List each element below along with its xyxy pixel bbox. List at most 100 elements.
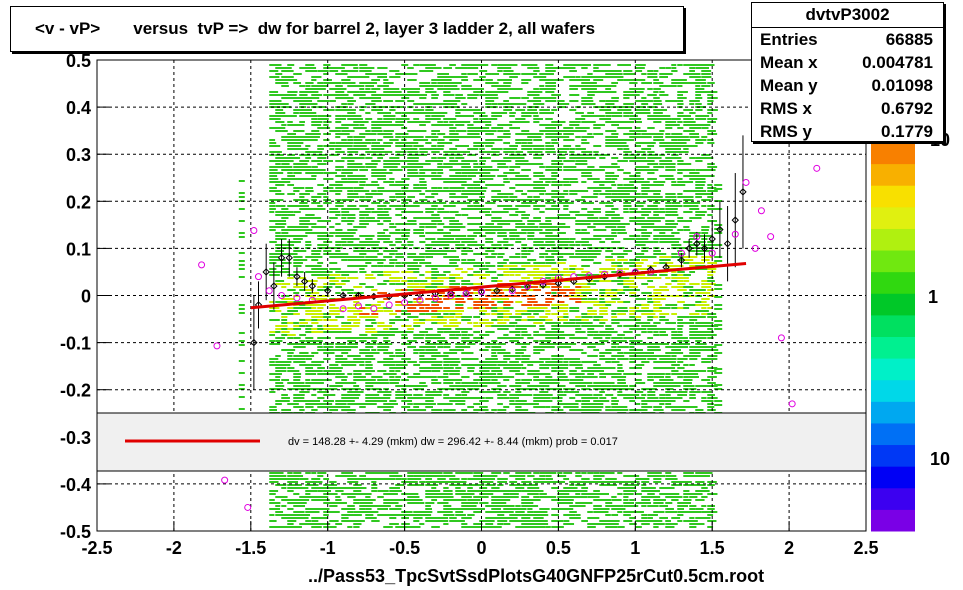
density-cell (545, 397, 551, 399)
density-cell (275, 283, 282, 285)
density-cell (665, 358, 675, 360)
density-cell (677, 127, 684, 129)
density-cell (389, 367, 400, 369)
density-cell (569, 130, 577, 132)
density-cell (641, 142, 650, 144)
density-cell (467, 94, 475, 96)
density-cell (545, 382, 552, 384)
density-cell (509, 148, 518, 150)
density-cell (617, 355, 625, 357)
density-cell (383, 208, 392, 210)
density-cell (485, 142, 495, 144)
density-cell (539, 394, 550, 396)
density-cell (593, 337, 603, 339)
density-cell (407, 94, 418, 96)
density-cell (617, 289, 627, 291)
density-cell (539, 232, 548, 234)
density-cell (653, 112, 663, 114)
density-cell (545, 133, 554, 135)
density-cell (335, 400, 344, 402)
density-cell (509, 121, 518, 123)
density-cell (587, 283, 597, 285)
density-cell (611, 178, 618, 180)
density-cell (581, 232, 590, 234)
density-cell (545, 181, 551, 183)
density-cell (551, 409, 562, 411)
density-cell (371, 241, 380, 243)
density-cell (275, 373, 282, 375)
density-cell (461, 409, 468, 411)
density-cell (479, 160, 487, 162)
density-cell (395, 124, 404, 126)
density-cell (575, 232, 584, 234)
density-cell (629, 133, 640, 135)
density-cell (527, 142, 533, 144)
density-cell (419, 313, 426, 315)
density-cell (557, 193, 568, 195)
density-cell (455, 97, 466, 99)
density-cell (455, 304, 464, 306)
density-cell (437, 142, 445, 144)
density-cell (635, 373, 642, 375)
density-cell (359, 76, 370, 78)
density-cell (269, 94, 281, 96)
density-cell (605, 292, 615, 294)
density-cell (503, 193, 514, 195)
density-cell (419, 280, 428, 282)
density-cell (311, 232, 320, 234)
density-cell (491, 112, 500, 114)
density-cell (479, 229, 487, 231)
density-cell (431, 175, 442, 177)
density-cell (371, 244, 379, 246)
density-cell (695, 265, 706, 267)
density-cell (317, 193, 327, 195)
density-cell (329, 319, 338, 321)
density-cell (467, 88, 476, 90)
density-cell (563, 136, 570, 138)
density-cell (515, 286, 522, 288)
density-cell (389, 124, 401, 126)
density-cell (401, 310, 411, 312)
density-cell (605, 223, 617, 225)
density-cell (575, 376, 582, 378)
density-cell (431, 214, 440, 216)
density-cell (677, 391, 688, 393)
density-cell (485, 241, 494, 243)
density-cell (341, 109, 349, 111)
density-cell (509, 316, 519, 318)
density-cell (665, 385, 673, 387)
density-cell (287, 226, 294, 228)
density-cell (317, 271, 326, 273)
density-cell (503, 337, 512, 339)
density-cell (419, 397, 427, 399)
density-cell (335, 244, 341, 246)
density-cell (419, 223, 429, 225)
density-cell (623, 208, 629, 210)
density-cell (371, 190, 377, 192)
density-cell (371, 97, 382, 99)
density-cell (647, 343, 655, 345)
density-cell (443, 265, 454, 267)
density-cell (293, 142, 304, 144)
density-cell (461, 316, 472, 318)
density-cell (377, 169, 387, 171)
density-cell (323, 250, 332, 252)
density-cell (485, 397, 494, 399)
density-cell (611, 388, 620, 390)
density-cell (521, 355, 531, 357)
density-cell (467, 283, 474, 285)
density-cell (629, 259, 640, 261)
density-cell (389, 94, 397, 96)
density-cell (587, 250, 598, 252)
density-cell (383, 250, 393, 252)
density-cell (359, 124, 365, 126)
density-cell (455, 124, 465, 126)
density-cell (575, 76, 581, 78)
density-cell (611, 289, 620, 291)
density-cell (281, 163, 290, 165)
density-cell (671, 280, 681, 282)
density-cell (323, 373, 331, 375)
density-cell (533, 322, 543, 324)
density-cell (593, 124, 602, 126)
density-cell (329, 304, 336, 306)
